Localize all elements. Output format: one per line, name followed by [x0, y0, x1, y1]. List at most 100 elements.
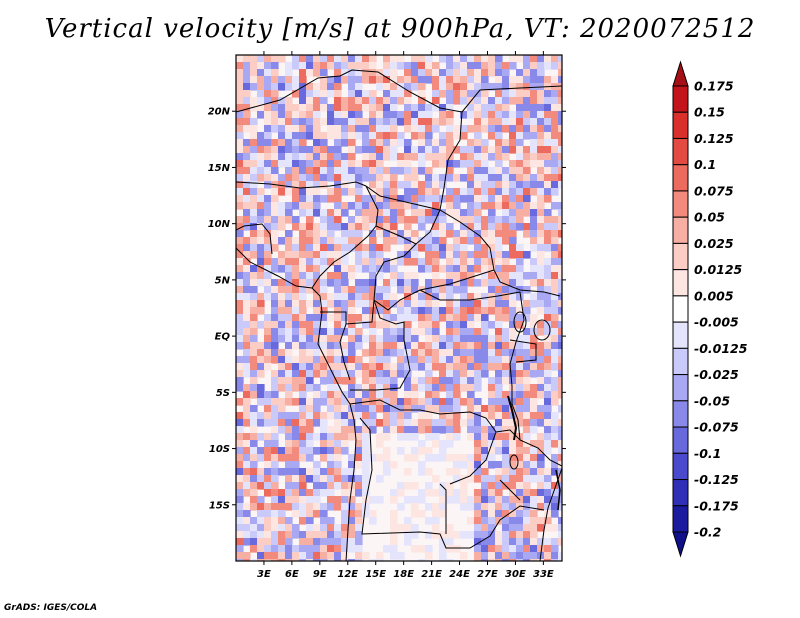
field-cell [257, 69, 265, 77]
field-cell [537, 321, 545, 329]
field-cell [257, 209, 265, 217]
field-cell [418, 90, 426, 98]
field-cell [397, 76, 405, 84]
field-cell [236, 454, 244, 462]
field-cell [306, 405, 314, 413]
field-cell [474, 223, 482, 231]
field-cell [306, 356, 314, 364]
field-cell [362, 104, 370, 112]
field-cell [418, 384, 426, 392]
field-cell [355, 412, 363, 420]
field-cell [313, 545, 321, 553]
field-cell [306, 69, 314, 77]
field-cell [257, 188, 265, 196]
field-cell [432, 237, 440, 245]
field-cell [376, 244, 384, 252]
field-cell [383, 398, 391, 406]
field-cell [425, 195, 433, 203]
field-cell [320, 258, 328, 266]
field-cell [271, 146, 279, 154]
field-cell [537, 279, 545, 287]
field-cell [341, 111, 349, 119]
field-cell [523, 188, 531, 196]
field-cell [509, 307, 517, 315]
field-cell [271, 356, 279, 364]
field-cell [390, 279, 398, 287]
field-cell [334, 146, 342, 154]
field-cell [467, 412, 475, 420]
field-cell [495, 216, 503, 224]
field-cell [250, 251, 258, 259]
field-cell [271, 314, 279, 322]
field-cell [327, 363, 335, 371]
field-cell [355, 237, 363, 245]
field-cell [537, 104, 545, 112]
colorbar-label: -0.125 [694, 472, 739, 487]
field-cell [516, 258, 524, 266]
field-cell [390, 132, 398, 140]
field-cell [558, 517, 562, 525]
field-cell [411, 531, 419, 539]
field-cell [425, 125, 433, 133]
field-cell [327, 433, 335, 441]
field-cell [299, 482, 307, 490]
lat-tick-label: 10S [209, 444, 230, 455]
field-cell [530, 104, 538, 112]
field-cell [411, 405, 419, 413]
colorbar-box [672, 242, 689, 271]
field-cell [502, 167, 510, 175]
field-cell [558, 202, 562, 210]
field-cell [369, 174, 377, 182]
field-cell [481, 489, 489, 497]
field-cell [250, 181, 258, 189]
field-cell [299, 559, 307, 561]
field-cell [439, 139, 447, 147]
field-cell [271, 405, 279, 413]
field-cell [397, 482, 405, 490]
field-cell [348, 237, 356, 245]
field-cell [355, 279, 363, 287]
field-cell [460, 272, 468, 280]
field-cell [264, 146, 272, 154]
field-cell [243, 139, 251, 147]
field-cell [530, 559, 538, 561]
field-cell [537, 265, 545, 273]
field-cell [334, 461, 342, 469]
field-cell [320, 146, 328, 154]
field-cell [320, 426, 328, 434]
field-cell [516, 153, 524, 161]
field-cell [523, 125, 531, 133]
field-cell [523, 538, 531, 546]
field-cell [327, 468, 335, 476]
field-cell [558, 160, 562, 168]
field-cell [341, 167, 349, 175]
field-cell [348, 545, 356, 553]
field-cell [439, 279, 447, 287]
field-cell [544, 153, 552, 161]
field-cell [558, 90, 562, 98]
field-cell [383, 370, 391, 378]
field-cell [446, 419, 454, 427]
field-cell [432, 104, 440, 112]
field-cell [383, 223, 391, 231]
field-cell [488, 342, 496, 350]
field-cell [292, 489, 300, 497]
field-cell [369, 517, 377, 525]
field-cell [264, 335, 272, 343]
field-cell [236, 321, 244, 329]
field-cell [467, 76, 475, 84]
field-cell [236, 216, 244, 224]
field-cell [285, 370, 293, 378]
field-cell [481, 174, 489, 182]
field-cell [341, 517, 349, 525]
field-cell [292, 321, 300, 329]
field-cell [537, 307, 545, 315]
field-cell [544, 496, 552, 504]
field-cell [460, 153, 468, 161]
field-cell [418, 440, 426, 448]
field-cell [509, 440, 517, 448]
lon-tick-label: 9E [313, 569, 327, 580]
field-cell [481, 104, 489, 112]
field-cell [509, 230, 517, 238]
field-cell [390, 496, 398, 504]
